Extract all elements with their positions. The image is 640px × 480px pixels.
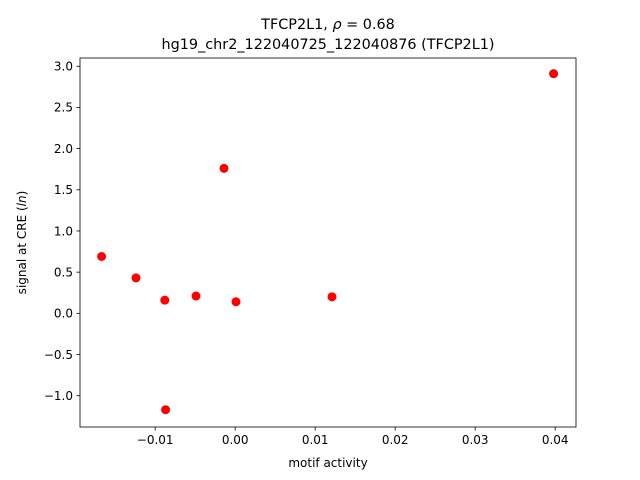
plot-frame	[79, 57, 577, 428]
y-tick-label: −0.5	[44, 348, 73, 362]
y-tick-label: 2.5	[54, 101, 73, 115]
data-point	[131, 273, 141, 283]
y-label-prefix: signal at CRE (	[15, 206, 29, 294]
y-tick-label: 0.0	[54, 307, 73, 321]
data-point	[231, 297, 241, 307]
y-tick-label: 1.5	[54, 183, 73, 197]
chart-title-line2: hg19_chr2_122040725_122040876 (TFCP2L1)	[162, 37, 495, 53]
y-tick-label: −1.0	[44, 389, 73, 403]
y-tick-label: 1.0	[54, 224, 73, 238]
y-tick-label: 2.0	[54, 142, 73, 156]
x-tick-label: 0.02	[382, 433, 409, 447]
title-rho-value: = 0.68	[342, 17, 395, 33]
y-label-suffix: )	[15, 191, 29, 196]
data-point	[327, 292, 337, 302]
data-point	[191, 291, 201, 301]
data-point	[549, 69, 559, 79]
x-tick-label: 0.01	[302, 433, 329, 447]
x-tick-label: 0.00	[222, 433, 249, 447]
points-layer	[97, 69, 559, 415]
y-tick-label: 0.5	[54, 265, 73, 279]
chart-title-line1: TFCP2L1, ρ = 0.68	[260, 17, 395, 33]
title-rho: ρ	[332, 17, 341, 33]
y-tick-label: 3.0	[54, 60, 73, 74]
data-point	[161, 405, 171, 415]
x-tick-label: 0.04	[542, 433, 569, 447]
x-tick-label: 0.03	[462, 433, 489, 447]
ticks-layer: −0.01 0.00 0.01 0.02 0.03 0.04 −1.0 −0.5 0.0 0.5 1…	[44, 60, 569, 447]
data-point	[160, 295, 170, 305]
y-label-italic: ln	[15, 195, 29, 206]
data-point	[97, 252, 107, 262]
data-point	[219, 163, 229, 173]
x-tick-label: −0.01	[137, 433, 174, 447]
x-axis-label: motif activity	[288, 456, 367, 470]
y-axis-label: signal at CRE (ln)	[15, 191, 29, 295]
title-prefix: TFCP2L1,	[260, 17, 332, 33]
